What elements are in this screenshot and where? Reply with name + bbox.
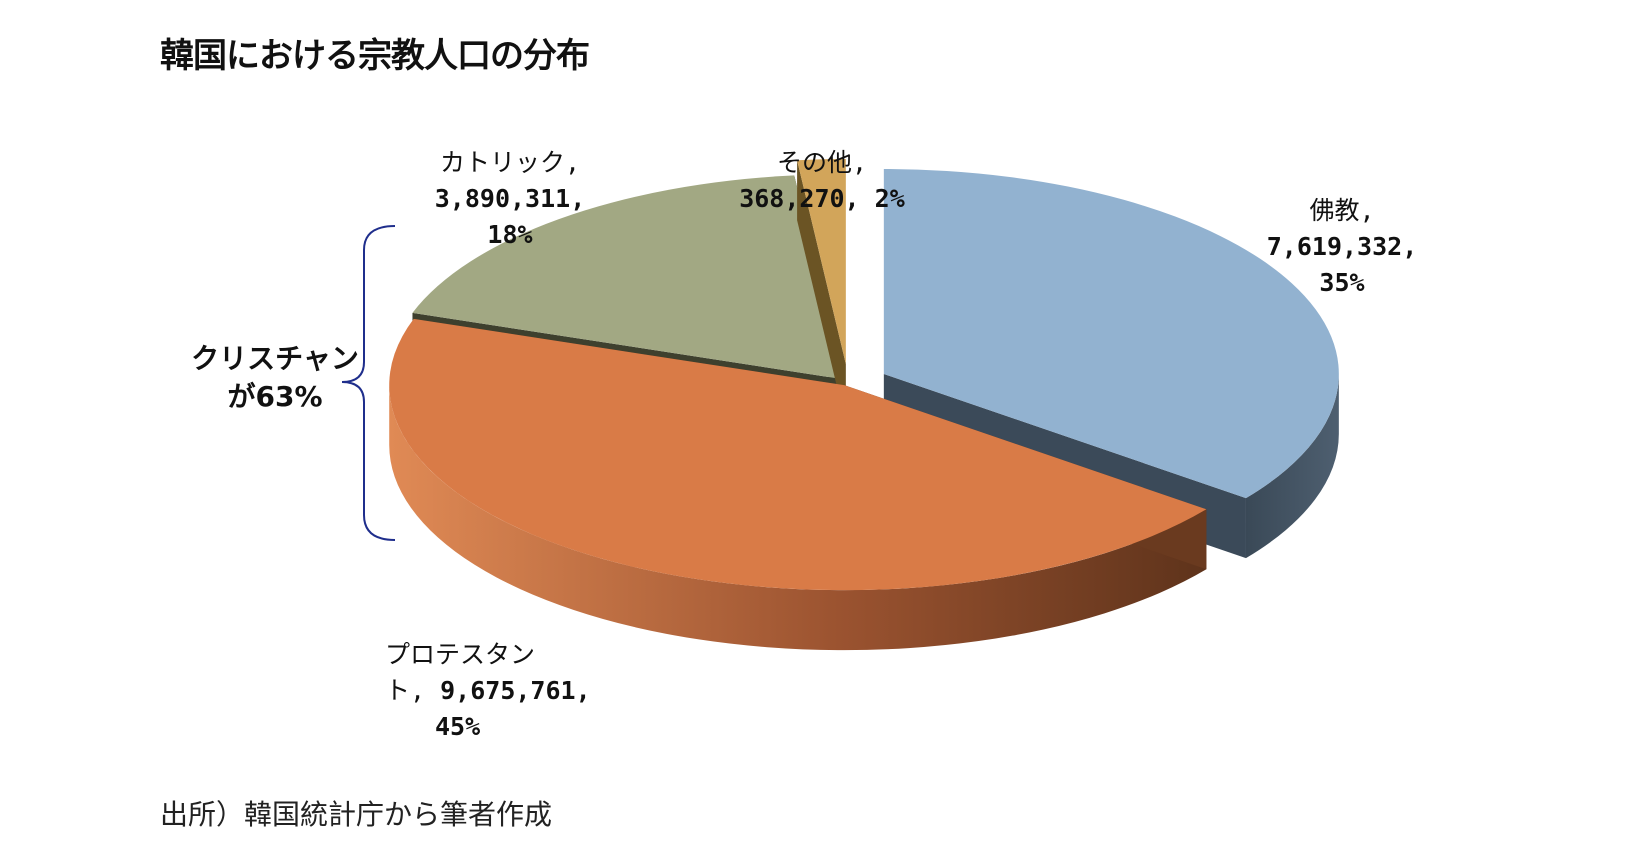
label-protestant-name: プロテスタン <box>385 640 536 669</box>
christian-annotation-line1: クリスチャン <box>191 342 359 375</box>
label-other: その他, 368,270, 2% <box>722 145 922 217</box>
slice-other-wall-0 <box>797 160 846 425</box>
label-catholic: カトリック, 3,890,311, 18% <box>420 145 600 253</box>
label-protestant-percent: 45% <box>435 712 481 741</box>
christian-annotation-line2: が63% <box>227 380 323 413</box>
chart-title: 韓国における宗教人口の分布 <box>160 36 590 76</box>
slice-buddhism-top <box>883 169 1339 499</box>
slice-buddhism-side <box>1245 374 1339 559</box>
source-note: 出所）韓国統計庁から筆者作成 <box>160 798 553 831</box>
label-buddhism-value: 7,619,332, <box>1266 232 1418 261</box>
slice-other <box>797 159 846 425</box>
label-other-value: 368,270, 2% <box>739 184 905 213</box>
slice-protestant <box>389 318 1207 651</box>
label-catholic-name: カトリック, <box>439 148 581 177</box>
label-protestant: プロテスタン ト, 9,675,761, 45% <box>385 637 615 745</box>
christian-bracket <box>341 225 396 541</box>
label-other-name: その他, <box>776 148 868 177</box>
slice-other-top <box>797 159 846 365</box>
label-buddhism: 佛教, 7,619,332, 35% <box>1262 193 1422 301</box>
christian-annotation: クリスチャン が63% <box>170 340 380 416</box>
label-protestant-value: ト, 9,675,761, <box>385 676 591 705</box>
label-catholic-percent: 18% <box>487 220 533 249</box>
label-buddhism-percent: 35% <box>1319 268 1365 297</box>
label-buddhism-name: 佛教, <box>1309 196 1375 225</box>
slice-catholic-top <box>412 175 844 380</box>
slice-protestant-top <box>389 318 1207 591</box>
slice-protestant-side <box>389 385 1207 651</box>
label-catholic-value: 3,890,311, <box>434 184 586 213</box>
